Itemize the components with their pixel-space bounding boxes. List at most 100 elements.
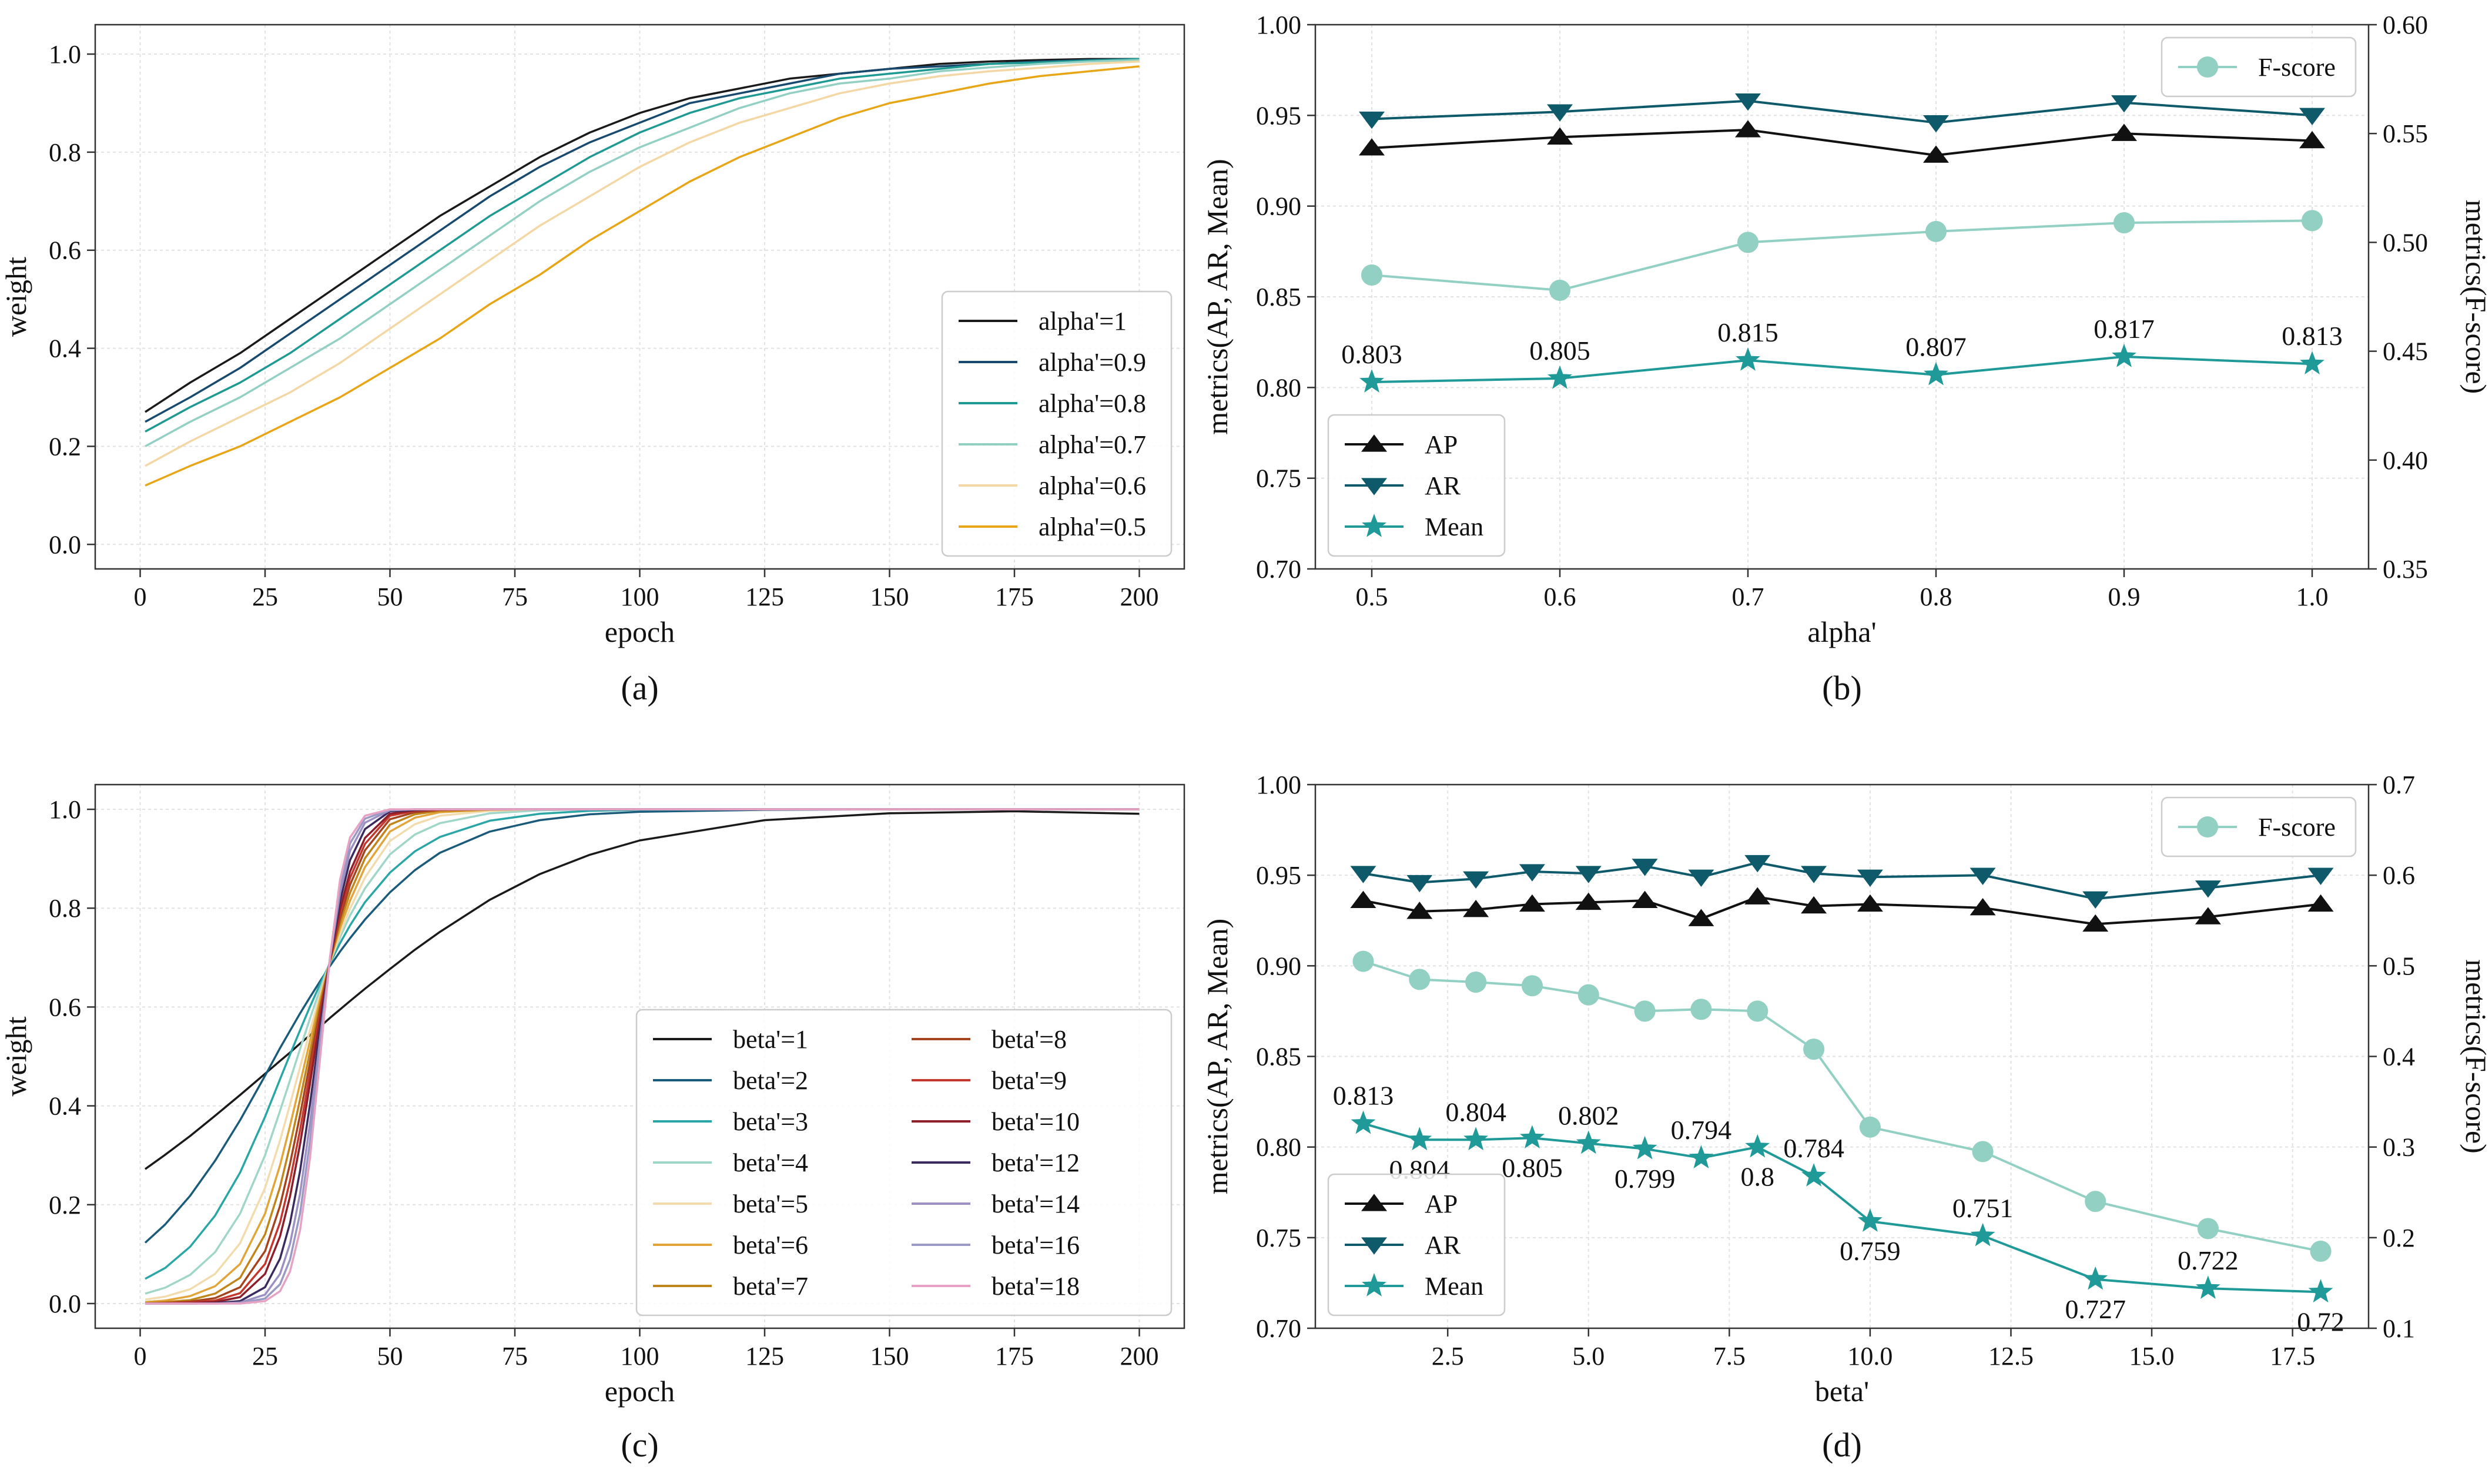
x-tick-label: 100 bbox=[621, 1342, 659, 1371]
y-tick-label: 0.0 bbox=[49, 530, 81, 559]
y-tick-label: 0.6 bbox=[49, 236, 81, 265]
legend-marker-AR bbox=[1361, 478, 1387, 495]
y2-tick-label: 0.35 bbox=[2383, 555, 2428, 584]
data-label: 0.8 bbox=[1741, 1162, 1775, 1192]
data-point-F-score bbox=[1409, 969, 1431, 990]
data-point-F-score bbox=[1803, 1039, 1825, 1060]
x-tick-label: 0.7 bbox=[1732, 582, 1764, 611]
panel-label: (b) bbox=[1822, 669, 1862, 707]
series-line-alpha'=1 bbox=[145, 58, 1140, 413]
y-tick-label: 0.6 bbox=[49, 993, 81, 1021]
x-tick-label: 125 bbox=[745, 1342, 784, 1371]
legend-label: alpha'=0.7 bbox=[1039, 430, 1146, 459]
y2-axis-label: metrics(F-score) bbox=[2460, 200, 2492, 394]
legend-label: beta'=6 bbox=[733, 1231, 808, 1259]
data-point-AP bbox=[1923, 145, 1949, 163]
legend-marker-Mean bbox=[1362, 514, 1386, 537]
data-point-Mean bbox=[1924, 361, 1948, 386]
legend-label: beta'=8 bbox=[992, 1025, 1067, 1054]
data-label: 0.807 bbox=[1905, 332, 1967, 362]
series-line-AR bbox=[1371, 99, 2313, 124]
data-point-Mean bbox=[2083, 1266, 2108, 1290]
y-tick-label: 0.95 bbox=[1256, 861, 1301, 890]
y2-tick-label: 0.45 bbox=[2383, 337, 2428, 366]
data-point-AP bbox=[1801, 896, 1827, 914]
data-point-AP bbox=[1350, 890, 1376, 908]
data-point-Mean bbox=[1576, 1130, 1601, 1154]
data-label: 0.722 bbox=[2178, 1245, 2239, 1275]
data-point-Mean bbox=[1858, 1208, 1883, 1232]
data-label: 0.802 bbox=[1558, 1101, 1619, 1131]
data-point-AR bbox=[1632, 859, 1658, 876]
y-tick-label: 0.85 bbox=[1256, 1043, 1301, 1071]
data-point-Mean bbox=[1351, 1110, 1376, 1134]
data-point-F-score bbox=[2113, 212, 2135, 234]
data-point-AR bbox=[1519, 864, 1545, 882]
y-tick-label: 0.90 bbox=[1256, 192, 1301, 221]
data-point-F-score bbox=[1859, 1116, 1881, 1138]
data-point-F-score bbox=[1577, 984, 1599, 1006]
x-tick-label: 0 bbox=[134, 1342, 147, 1371]
data-label: 0.805 bbox=[1502, 1153, 1563, 1182]
x-tick-label: 10.0 bbox=[1847, 1342, 1893, 1371]
x-tick-label: 25 bbox=[252, 1342, 278, 1371]
data-label: 0.804 bbox=[1445, 1097, 1506, 1127]
y-axis-label: weight bbox=[0, 257, 32, 337]
y-tick-label: 0.2 bbox=[49, 1191, 81, 1220]
y-tick-label: 0.85 bbox=[1256, 283, 1301, 311]
x-tick-label: 50 bbox=[377, 1342, 403, 1371]
data-label: 0.784 bbox=[1783, 1133, 1844, 1163]
series-line-AP bbox=[1371, 129, 2313, 157]
data-point-AP bbox=[2111, 123, 2137, 141]
data-point-AP bbox=[1359, 138, 1385, 156]
data-point-AR bbox=[2195, 880, 2221, 898]
y-tick-label: 0.2 bbox=[49, 432, 81, 461]
data-point-AP bbox=[1688, 909, 1714, 926]
x-tick-label: 100 bbox=[621, 582, 659, 611]
data-point-Mean bbox=[1548, 365, 1572, 389]
data-point-AR bbox=[1970, 867, 1996, 885]
data-point-AR bbox=[1735, 93, 1761, 111]
legend-label: AR bbox=[1425, 471, 1461, 500]
y-tick-label: 0.80 bbox=[1256, 1133, 1301, 1162]
legend-label: alpha'=0.9 bbox=[1039, 348, 1146, 377]
x-tick-label: 0 bbox=[134, 582, 147, 611]
data-point-AP bbox=[1735, 120, 1761, 138]
y-axis-label: metrics(AP, AR, Mean) bbox=[1201, 919, 1234, 1194]
data-label: 0.727 bbox=[2065, 1294, 2126, 1324]
y-tick-label: 0.75 bbox=[1256, 464, 1301, 493]
data-point-F-score bbox=[1747, 1000, 1768, 1022]
panel-label: (a) bbox=[621, 669, 658, 707]
data-point-AR bbox=[1575, 866, 1602, 883]
data-point-AP bbox=[1575, 892, 1602, 910]
data-point-AP bbox=[1744, 887, 1771, 905]
data-point-AR bbox=[1801, 866, 1827, 883]
data-point-Mean bbox=[2112, 343, 2136, 367]
x-tick-label: 0.6 bbox=[1544, 582, 1576, 611]
y-tick-label: 1.00 bbox=[1256, 11, 1301, 39]
data-point-F-score bbox=[2301, 210, 2323, 232]
x-tick-label: 175 bbox=[995, 1342, 1034, 1371]
x-tick-label: 12.5 bbox=[1988, 1342, 2034, 1371]
data-point-Mean bbox=[1359, 369, 1384, 393]
x-tick-label: 7.5 bbox=[1713, 1342, 1746, 1371]
data-point-AR bbox=[1744, 855, 1771, 873]
series-line-alpha'=0.8 bbox=[145, 58, 1140, 433]
y-tick-label: 0.70 bbox=[1256, 555, 1301, 584]
legend-label: beta'=1 bbox=[733, 1025, 808, 1054]
x-tick-label: 125 bbox=[745, 582, 784, 611]
data-point-AR bbox=[1463, 871, 1489, 889]
chart-panel-c: 0 25 50 75 100 125 150 175 200 0.0 0.2 0.4 0.6 0.8 1.0… bbox=[0, 783, 1185, 1464]
data-label: 0.815 bbox=[1717, 317, 1778, 347]
y-tick-label: 0.8 bbox=[49, 138, 81, 167]
x-axis-label: epoch bbox=[605, 1375, 675, 1408]
series-line-alpha'=0.5 bbox=[145, 65, 1140, 487]
series-line-alpha'=0.6 bbox=[145, 60, 1140, 467]
legend-label: beta'=18 bbox=[992, 1272, 1080, 1301]
legend-label: alpha'=0.5 bbox=[1039, 512, 1146, 541]
x-tick-label: 0.5 bbox=[1356, 582, 1388, 611]
legend: F-score bbox=[2161, 36, 2357, 98]
x-axis-label: epoch bbox=[605, 615, 675, 648]
